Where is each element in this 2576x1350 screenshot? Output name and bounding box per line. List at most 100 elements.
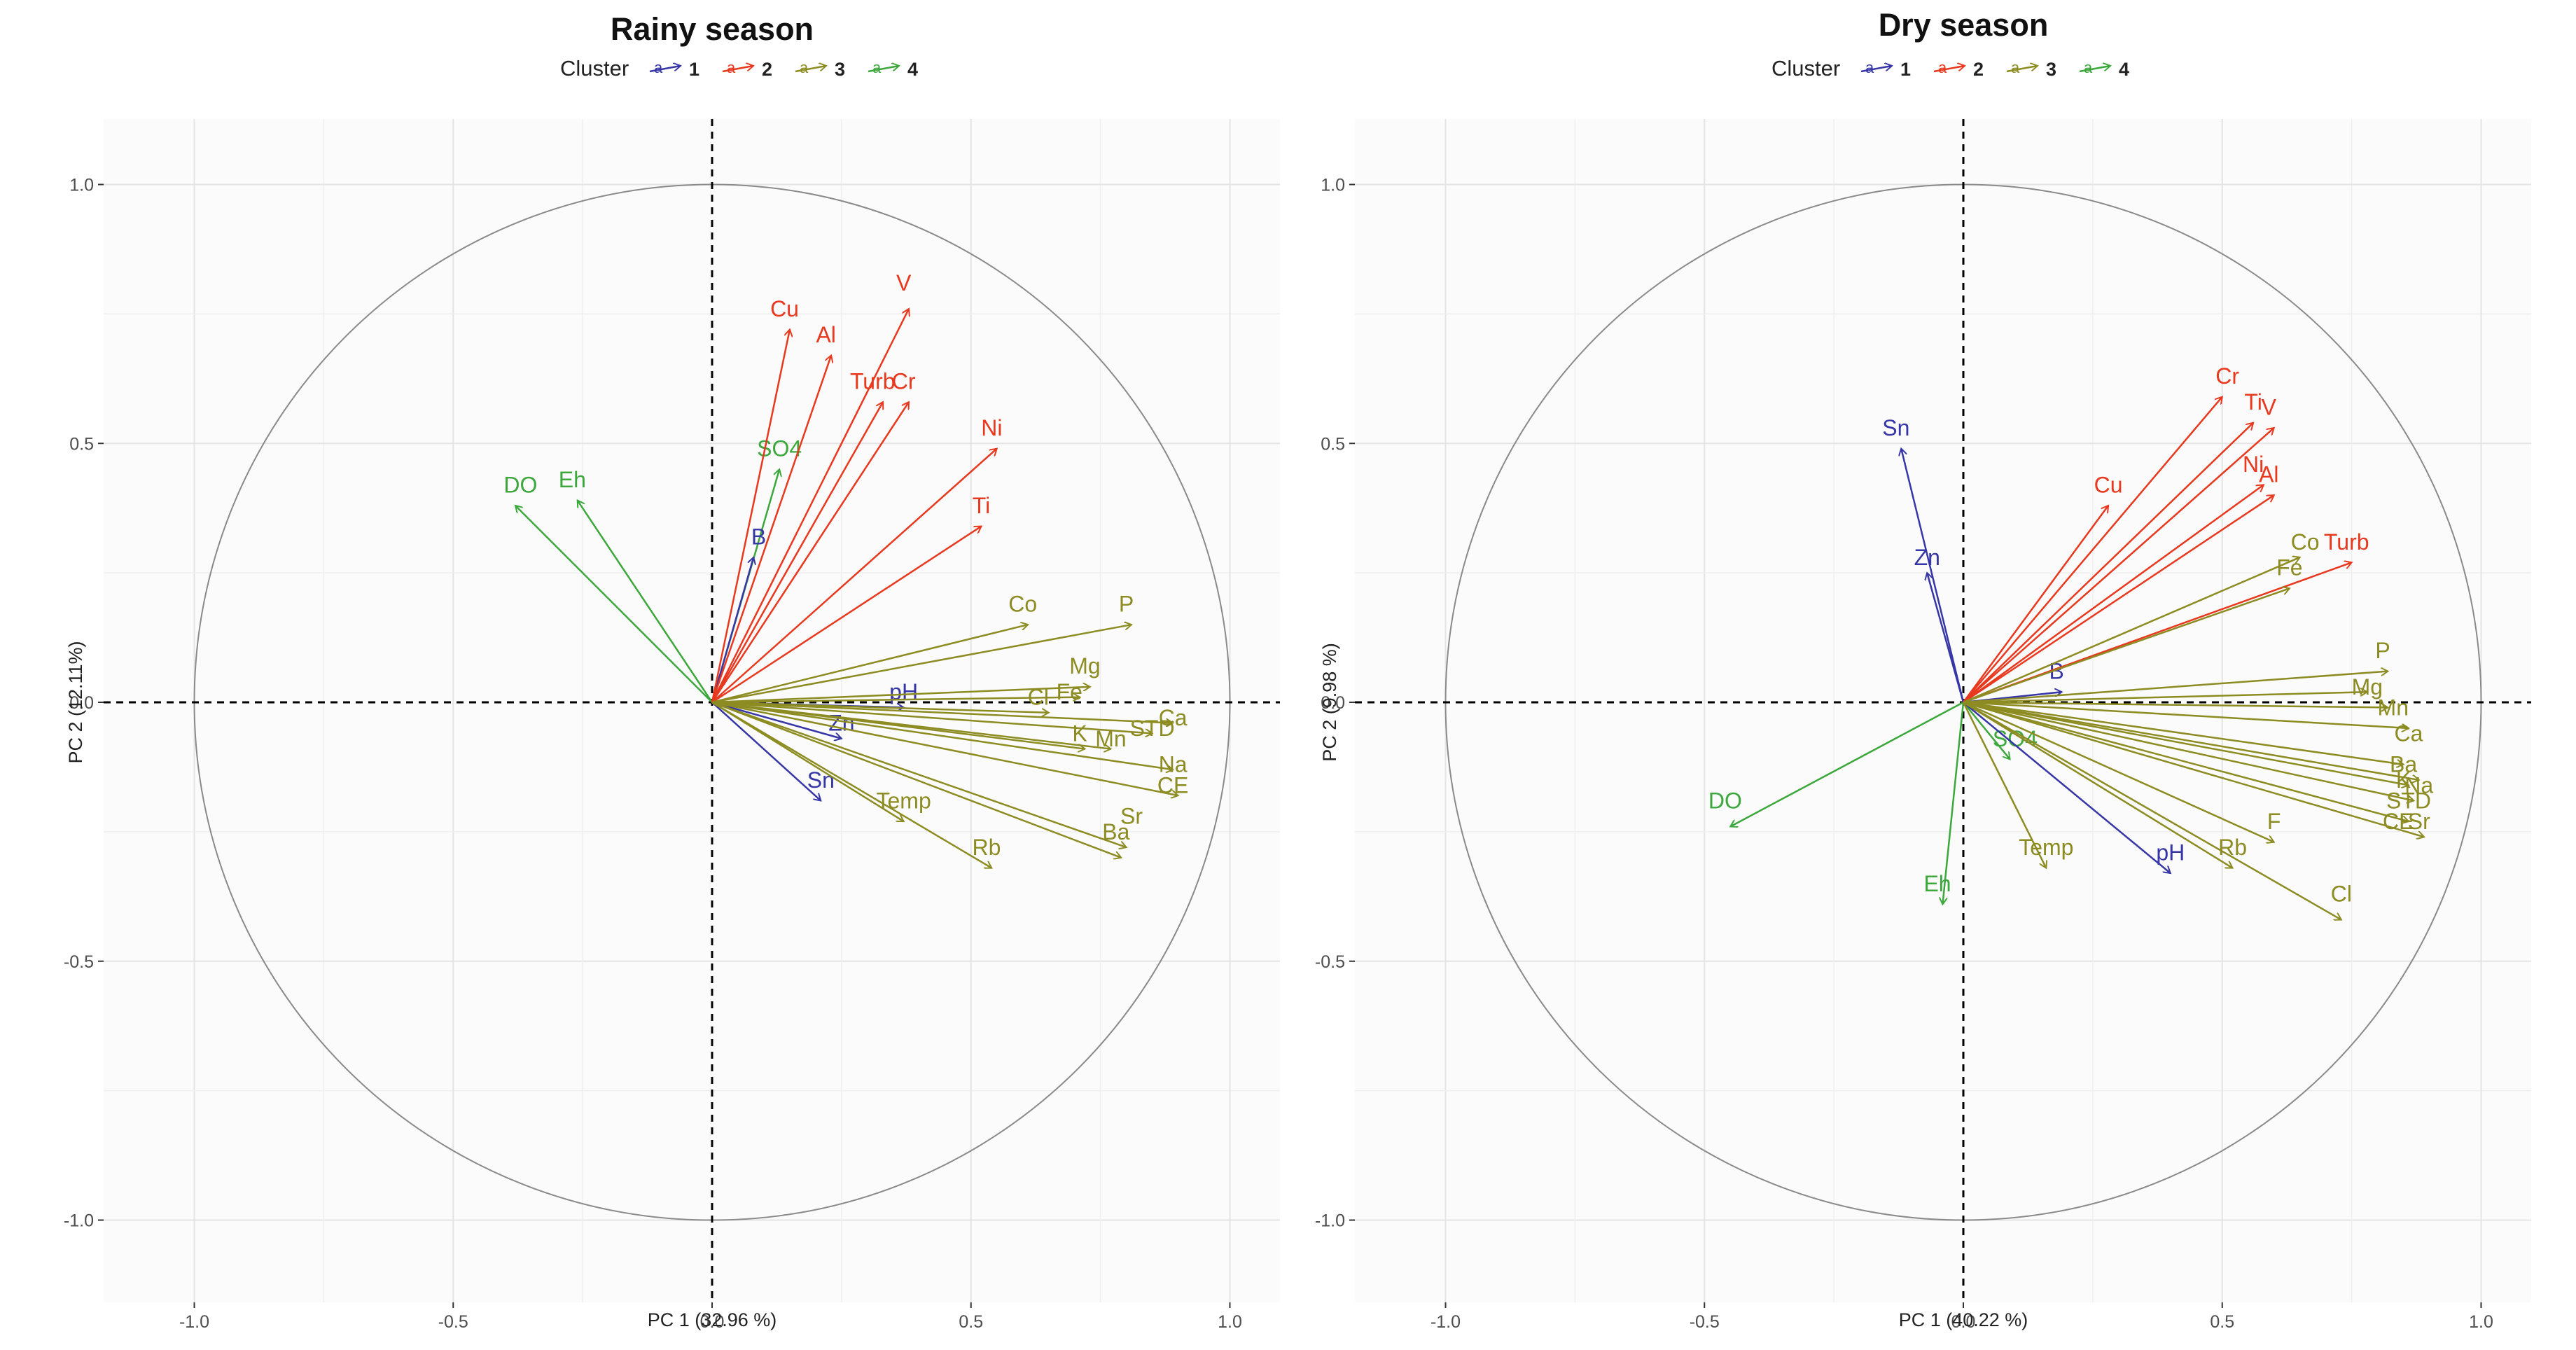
loading-arrow-eh — [1942, 702, 1965, 904]
loading-arrow-do — [1730, 701, 1964, 826]
loading-arrow-cl — [1963, 701, 2341, 920]
legend-arrow-icon — [1933, 66, 1965, 73]
legend-arrow-icon — [722, 66, 753, 73]
loading-label-sr: Sr — [2408, 809, 2430, 834]
x-tick-label: 1.0 — [2469, 1312, 2493, 1332]
legend-label: 1 — [1900, 59, 1911, 80]
x-tick-label: 0.0 — [1951, 1312, 1976, 1332]
chart-title: Rainy season — [611, 11, 814, 47]
loading-label-eh: Eh — [559, 467, 586, 492]
legend-arrow-icon — [2006, 66, 2038, 73]
loading-label-v: V — [2262, 394, 2277, 419]
y-tick-label: 1.0 — [69, 176, 94, 195]
y-tick-label: -1.0 — [64, 1211, 94, 1231]
loading-label-al: Al — [816, 322, 835, 347]
legend-glyph: a — [2011, 59, 2020, 76]
loading-label-zn: Zn — [1914, 545, 1940, 570]
loading-label-turb: Turb — [2324, 529, 2369, 555]
loading-label-cl: Cl — [2331, 882, 2352, 907]
loading-arrow-fe — [711, 697, 1080, 704]
loading-label-rb: Rb — [2218, 835, 2247, 860]
loading-arrow-ba — [1963, 701, 2404, 765]
legend-title: Cluster — [1771, 56, 1840, 81]
legend-glyph: a — [872, 59, 882, 76]
loading-arrow-rb — [1963, 701, 2233, 869]
loading-arrow-b — [711, 557, 753, 703]
cluster-legend: Cluster a 1 a 2 a 3 a 4 — [560, 56, 918, 81]
loading-label-ce: CE — [1157, 772, 1188, 798]
loading-label-ca: Ca — [1159, 705, 1188, 730]
legend-glyph: a — [727, 59, 736, 76]
loading-arrow-ba — [711, 701, 1121, 858]
loading-label-ni: Ni — [2243, 452, 2264, 477]
legend-label: 4 — [907, 59, 918, 80]
loading-label-so4: SO4 — [1993, 726, 2038, 751]
legend-arrow-icon — [1860, 66, 1892, 73]
y-tick-label: 0.0 — [69, 693, 94, 713]
y-tick-label: -0.5 — [1315, 952, 1345, 972]
loading-label-temp: Temp — [2019, 835, 2073, 860]
loading-label-k: K — [2396, 767, 2411, 793]
loading-label-sn: Sn — [807, 767, 835, 793]
x-tick-label: -1.0 — [1430, 1312, 1461, 1332]
legend-label: 2 — [1973, 59, 1984, 80]
loading-label-mg: Mg — [1069, 653, 1100, 679]
loading-label-cu: Cu — [770, 296, 799, 321]
y-tick-label: 0.5 — [1321, 434, 1345, 454]
y-tick-label: 0.5 — [69, 434, 94, 454]
loading-label-sr: Sr — [1120, 804, 1143, 829]
loading-arrow-mn — [1963, 701, 2388, 707]
y-axis-label: PC 2 (12.11%) — [65, 641, 86, 763]
x-tick-label: 0.0 — [700, 1312, 725, 1332]
loading-arrow-mg — [1963, 692, 2367, 704]
loading-label-ni: Ni — [981, 415, 1002, 440]
loading-arrow-std — [711, 701, 1153, 733]
x-axis-label: PC 1 (32.96 %) — [648, 1309, 777, 1330]
loading-label-cu: Cu — [2094, 472, 2123, 497]
rainy-season-panel: Rainy season Cluster a 1 a 2 a 3 a 4 -1.0 -0.5 0.0… — [64, 11, 1280, 1332]
loading-arrow-ca — [1963, 701, 2409, 728]
loading-arrow-al — [1963, 495, 2274, 704]
loading-label-fe: Fe — [2276, 555, 2302, 580]
loading-label-do: DO — [503, 472, 537, 497]
legend-arrow-icon — [868, 66, 899, 73]
loading-arrow-rb — [711, 701, 991, 869]
loading-label-p: P — [2375, 638, 2390, 663]
y-tick-label: 0.0 — [1321, 693, 1345, 713]
loading-label-na: Na — [2404, 772, 2433, 798]
loading-label-mg: Mg — [2352, 674, 2383, 700]
loading-label-co: Co — [1008, 591, 1037, 616]
chart-title: Dry season — [1879, 7, 2049, 43]
loading-arrow-mg — [711, 687, 1090, 704]
loading-arrow-ni — [711, 449, 997, 703]
loading-label-na: Na — [1159, 752, 1188, 777]
loading-arrow-cu — [711, 330, 790, 703]
legend-label: 4 — [2119, 59, 2129, 80]
legend-label: 1 — [689, 59, 699, 80]
loading-label-b: B — [751, 524, 766, 549]
loading-arrow-sr — [1963, 701, 2424, 837]
loading-label-eh: Eh — [1923, 871, 1951, 896]
loading-arrow-co — [711, 625, 1028, 704]
loading-label-fe: Fe — [1057, 679, 1082, 704]
loading-arrow-eh — [578, 501, 713, 703]
loading-label-cr: Cr — [2215, 363, 2239, 389]
cluster-legend: Cluster a 1 a 2 a 3 a 4 — [1771, 56, 2129, 81]
loading-arrow-f — [1963, 701, 2274, 842]
x-tick-label: -0.5 — [1690, 1312, 1720, 1332]
loading-label-f: F — [2267, 809, 2281, 834]
loading-arrow-turb — [711, 402, 883, 703]
loading-label-b: B — [2049, 659, 2063, 684]
loading-arrow-cu — [1962, 506, 2108, 703]
loading-arrow-ni — [1963, 485, 2264, 704]
x-tick-label: -1.0 — [179, 1312, 209, 1332]
x-tick-label: 0.5 — [959, 1312, 983, 1332]
loading-arrow-co — [1963, 557, 2300, 704]
legend-glyph: a — [800, 59, 809, 76]
loading-arrow-na — [711, 701, 1173, 770]
loading-label-ba: Ba — [1102, 819, 1129, 844]
loading-label-k: K — [1072, 721, 1087, 746]
